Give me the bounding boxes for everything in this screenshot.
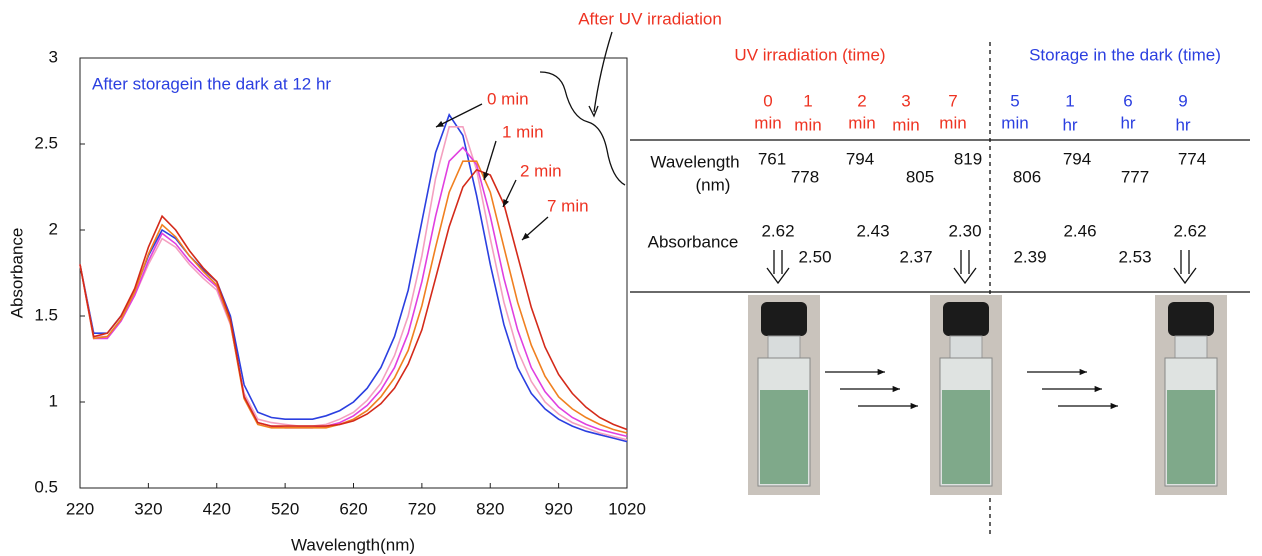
- arrow-head: [522, 232, 530, 240]
- annotation: After UV irradiation: [578, 9, 722, 28]
- arrow-head: [877, 368, 885, 376]
- series-line: [79, 168, 628, 431]
- vial-cap: [1168, 302, 1214, 336]
- double-arrow: [953, 250, 977, 285]
- row-header: (nm): [696, 175, 731, 194]
- absorbance-value: 2.53: [1118, 247, 1151, 266]
- arrow-head: [1094, 385, 1102, 393]
- double-arrow: [766, 250, 790, 285]
- arrow-head: [892, 385, 900, 393]
- arrow-head: [483, 172, 490, 180]
- vial-cap: [943, 302, 989, 336]
- time-label: 5: [1010, 91, 1019, 110]
- absorbance-value: 2.37: [899, 247, 932, 266]
- time-label: 0: [763, 91, 772, 110]
- vial-liquid: [1167, 390, 1215, 484]
- series-label: 7 min: [547, 196, 589, 215]
- arrow-head: [503, 199, 510, 207]
- arrow-head: [1110, 402, 1118, 410]
- time-label: min: [1001, 113, 1028, 132]
- x-tick-label: 220: [66, 499, 94, 518]
- vial-liquid: [942, 390, 990, 484]
- absorbance-value: 2.39: [1013, 247, 1046, 266]
- series-label: After storagein the dark at 12 hr: [92, 74, 331, 93]
- time-label: min: [939, 113, 966, 132]
- x-tick-label: 1020: [608, 499, 646, 518]
- group-title: UV irradiation (time): [734, 45, 885, 64]
- time-label: hr: [1062, 115, 1077, 134]
- vial-neck: [949, 335, 983, 359]
- absorbance-value: 2.50: [798, 247, 831, 266]
- row-header: Wavelength: [650, 152, 739, 171]
- y-tick-label: 0.5: [34, 477, 58, 496]
- y-tick-label: 2: [49, 219, 58, 238]
- wavelength-value: 805: [906, 167, 934, 186]
- x-tick-label: 720: [408, 499, 436, 518]
- vial-photos: [748, 295, 1227, 495]
- y-tick-label: 1.5: [34, 305, 58, 324]
- arrow-head: [910, 402, 918, 410]
- time-label: min: [794, 115, 821, 134]
- series-line: [79, 146, 628, 438]
- series-line: [79, 160, 628, 434]
- x-tick-label: 920: [544, 499, 572, 518]
- row-header: Absorbance: [648, 232, 739, 251]
- wavelength-value: 778: [791, 167, 819, 186]
- absorbance-value: 2.46: [1063, 221, 1096, 240]
- absorbance-value: 2.62: [761, 221, 794, 240]
- vial-cap: [761, 302, 807, 336]
- plot-frame: [79, 57, 628, 489]
- vial-liquid: [760, 390, 808, 484]
- brace: [539, 71, 626, 186]
- x-tick-label: 520: [271, 499, 299, 518]
- wavelength-value: 819: [954, 149, 982, 168]
- x-tick-label: 820: [476, 499, 504, 518]
- time-label: 2: [857, 91, 866, 110]
- time-label: 3: [901, 91, 910, 110]
- absorbance-value: 2.30: [948, 221, 981, 240]
- arrow-head: [1079, 368, 1087, 376]
- series-line: [79, 113, 628, 443]
- time-label: 9: [1178, 91, 1187, 110]
- double-arrow: [1173, 250, 1197, 285]
- wavelength-value: 777: [1121, 167, 1149, 186]
- arrow: [435, 103, 483, 128]
- x-tick-label: 420: [203, 499, 231, 518]
- wavelength-value: 806: [1013, 167, 1041, 186]
- x-axis-title: Wavelength(nm): [291, 535, 415, 554]
- y-axis-title: Absorbance: [7, 228, 26, 319]
- wavelength-value: 774: [1178, 149, 1206, 168]
- series-label: 1 min: [502, 122, 544, 141]
- time-label: min: [754, 113, 781, 132]
- series-line: [79, 126, 628, 441]
- absorbance-value: 2.43: [856, 221, 889, 240]
- x-tick-label: 320: [134, 499, 162, 518]
- wavelength-value: 794: [1063, 149, 1091, 168]
- time-label: hr: [1175, 115, 1190, 134]
- arrow-head: [588, 105, 599, 118]
- time-label: 7: [948, 91, 957, 110]
- wavelength-value: 794: [846, 149, 874, 168]
- time-label: hr: [1120, 113, 1135, 132]
- series-label: 0 min: [487, 89, 529, 108]
- y-tick-label: 2.5: [34, 133, 58, 152]
- annotation-arrow: [593, 31, 613, 113]
- y-tick-label: 3: [49, 47, 58, 66]
- group-title: Storage in the dark (time): [1029, 45, 1221, 64]
- time-label: 6: [1123, 91, 1132, 110]
- vial-neck: [767, 335, 801, 359]
- series-label: 2 min: [520, 161, 562, 180]
- absorbance-value: 2.62: [1173, 221, 1206, 240]
- vial-neck: [1174, 335, 1208, 359]
- time-label: min: [848, 113, 875, 132]
- wavelength-value: 761: [758, 149, 786, 168]
- time-label: 1: [803, 91, 812, 110]
- time-label: 1: [1065, 91, 1074, 110]
- x-tick-label: 620: [339, 499, 367, 518]
- y-tick-label: 1: [49, 391, 58, 410]
- time-label: min: [892, 115, 919, 134]
- arrow-head: [436, 120, 444, 127]
